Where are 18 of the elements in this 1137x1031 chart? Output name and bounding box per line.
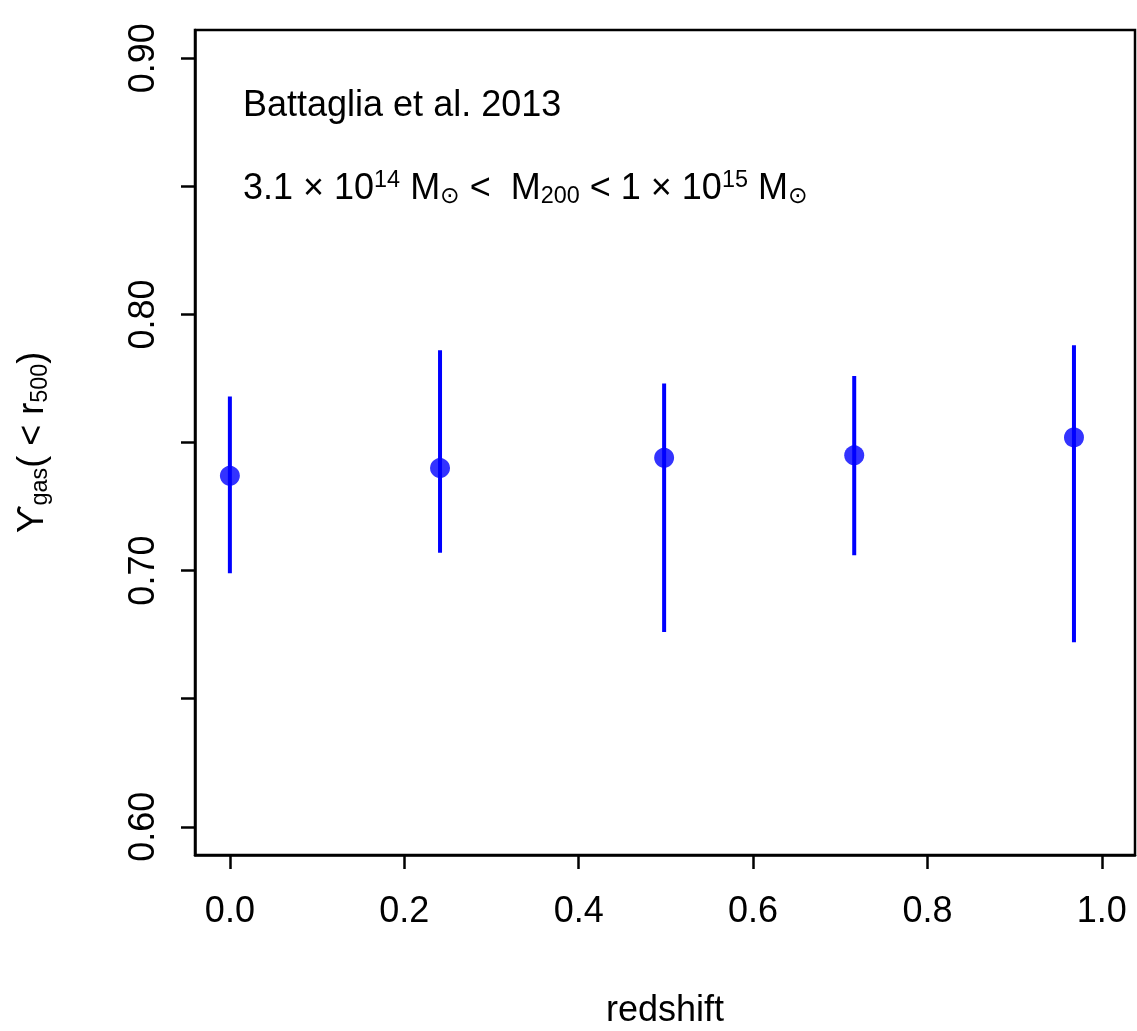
y-tick-label: 0.70 bbox=[120, 535, 162, 606]
y-tick-label: 0.90 bbox=[120, 23, 162, 94]
y-axis-title: ϒgas( < r500) bbox=[10, 351, 52, 534]
point bbox=[219, 465, 240, 486]
point bbox=[1063, 427, 1084, 448]
x-tick-label: 0.4 bbox=[553, 888, 604, 930]
x-tick-label: 0.8 bbox=[902, 888, 953, 930]
annotation: Battaglia et al. 2013 bbox=[243, 82, 562, 124]
x-tick-label: 0.2 bbox=[379, 888, 430, 930]
x-tick-label: 1.0 bbox=[1076, 888, 1127, 930]
point bbox=[430, 458, 451, 479]
y-tick-label: 0.80 bbox=[120, 279, 162, 350]
point bbox=[654, 447, 675, 468]
point bbox=[844, 445, 865, 466]
x-tick-label: 0.6 bbox=[728, 888, 779, 930]
y-tick-label: 0.60 bbox=[120, 791, 162, 862]
x-tick-label: 0.0 bbox=[204, 888, 255, 930]
x-axis-title: redshift bbox=[605, 987, 725, 1029]
